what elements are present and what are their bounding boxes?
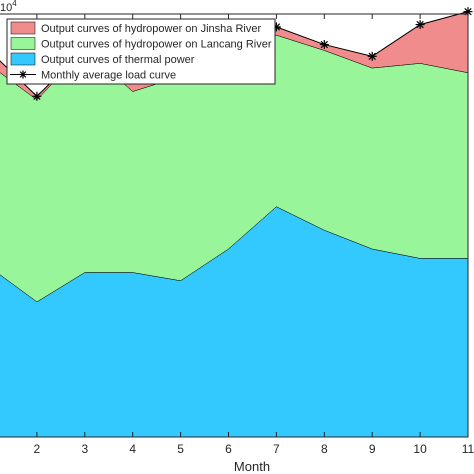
legend-swatch [10,52,36,66]
x-axis-label: Month [234,459,270,474]
load-point [415,20,425,30]
legend-swatch [10,37,36,50]
legend-label: Monthly average load curve [41,70,176,82]
load-point [319,40,329,50]
legend-marker-icon [19,70,27,79]
x-tick-label: 4 [129,442,136,456]
legend-item: Output curves of hydropower on Jinsha Ri… [10,21,261,35]
legend-label: Output curves of hydropower on Lancang R… [41,39,272,51]
legend: Output curves of hydropower on Jinsha Ri… [6,18,276,85]
x-tick-label: 10 [413,442,427,456]
legend-box [6,18,276,85]
legend-label: Output curves of hydropower on Jinsha Ri… [41,23,261,35]
x-tick-label: 9 [369,442,376,456]
x-tick-label: 8 [321,442,328,456]
legend-item: Output curves of thermal power [10,52,195,66]
legend-swatch [10,21,36,35]
x-tick-label: 6 [225,442,232,456]
x-tick-label: 5 [177,442,184,456]
legend-label: Output curves of thermal power [41,54,195,66]
load-point [367,51,377,61]
x-tick-label: 11 [462,442,474,456]
x-tick-label: 7 [273,442,280,456]
legend-item: Output curves of hydropower on Lancang R… [10,37,272,51]
y-exponent-label: 104 [0,0,17,14]
load-point [32,91,42,101]
x-axis-ticks: 1234567891011 [34,14,474,456]
x-tick-label: 3 [81,442,88,456]
x-tick-label: 2 [34,442,41,456]
legend-item: Monthly average load curve [10,70,176,82]
